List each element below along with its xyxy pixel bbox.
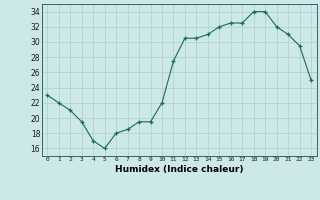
X-axis label: Humidex (Indice chaleur): Humidex (Indice chaleur) bbox=[115, 165, 244, 174]
